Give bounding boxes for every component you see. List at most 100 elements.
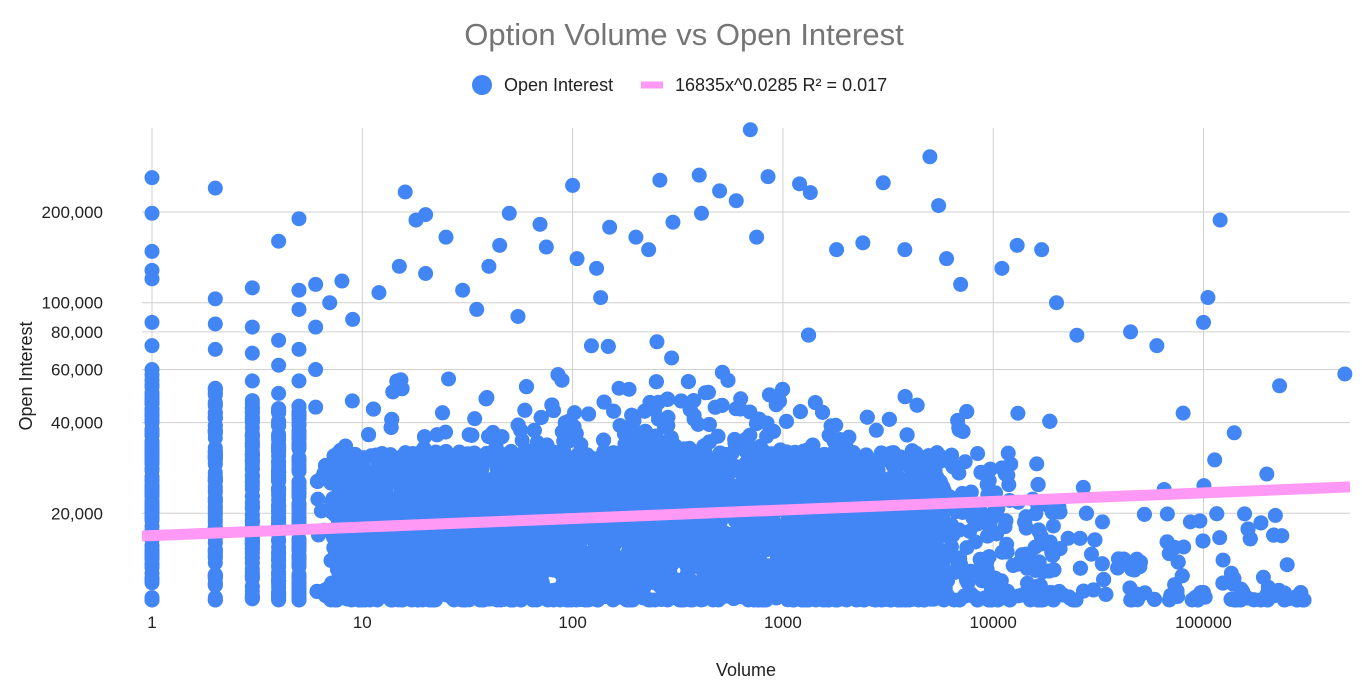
data-point (838, 434, 854, 450)
data-point (994, 260, 1010, 276)
data-point (271, 591, 287, 607)
data-point (271, 332, 287, 348)
data-point (742, 122, 758, 138)
data-point (1146, 591, 1162, 607)
data-point (207, 180, 223, 196)
data-point (974, 573, 990, 589)
data-point (271, 566, 287, 582)
data-point (418, 207, 434, 223)
data-point (931, 198, 947, 214)
data-point (951, 420, 967, 436)
data-point (660, 391, 676, 407)
data-point (698, 437, 714, 453)
legend: Open Interest 16835x^0.0285 R² = 0.017 (472, 75, 887, 95)
data-point (1046, 562, 1062, 578)
data-point (361, 427, 377, 443)
data-point (429, 427, 445, 443)
data-point (775, 381, 791, 397)
data-point (792, 404, 808, 420)
data-point (207, 386, 223, 402)
data-point (693, 205, 709, 221)
data-point (291, 568, 307, 584)
data-point (271, 385, 287, 401)
data-point (1175, 405, 1191, 421)
data-point (1267, 507, 1283, 523)
data-point (1124, 561, 1140, 577)
data-point (271, 443, 287, 459)
data-point (989, 526, 1005, 542)
data-point (859, 409, 875, 425)
data-point (492, 237, 508, 253)
data-point (1259, 466, 1275, 482)
data-point (510, 308, 526, 324)
data-point (455, 282, 471, 298)
data-point (467, 411, 483, 427)
data-point (207, 291, 223, 307)
data-point (1212, 530, 1228, 546)
data-point (308, 276, 324, 292)
data-point (308, 319, 324, 335)
data-point (1017, 514, 1033, 530)
data-point (1159, 534, 1175, 550)
data-point (1078, 505, 1094, 521)
data-point (652, 172, 668, 188)
data-point (271, 403, 287, 419)
data-point (207, 592, 223, 608)
data-point (144, 338, 160, 354)
data-point (1045, 518, 1061, 534)
data-point (970, 446, 986, 462)
data-point (1049, 295, 1065, 311)
data-point (1266, 527, 1282, 543)
data-point (1149, 338, 1165, 354)
data-point (244, 319, 260, 335)
data-point (1174, 568, 1190, 584)
data-point (244, 439, 260, 455)
data-point (897, 242, 913, 258)
data-point (144, 447, 160, 463)
data-point (244, 583, 260, 599)
data-point (1237, 506, 1253, 522)
data-point (244, 345, 260, 361)
data-point (823, 418, 839, 434)
data-point (987, 570, 1003, 586)
data-point (1072, 560, 1088, 576)
data-point (308, 399, 324, 415)
data-point (1276, 585, 1292, 601)
data-point (1255, 569, 1271, 585)
data-point (953, 276, 969, 292)
data-point (371, 285, 387, 301)
data-point (1094, 514, 1110, 530)
legend-marker-open-interest (472, 75, 492, 95)
data-point (271, 233, 287, 249)
data-point (207, 316, 223, 332)
data-point (977, 466, 993, 482)
data-point (441, 371, 457, 387)
data-point (657, 419, 673, 435)
data-point (478, 391, 494, 407)
data-point (691, 167, 707, 183)
data-point (244, 373, 260, 389)
data-point (144, 377, 160, 393)
data-point (922, 149, 938, 165)
data-point (1200, 290, 1216, 306)
data-point (291, 540, 307, 556)
data-point (875, 175, 891, 191)
data-point (207, 470, 223, 486)
data-point (714, 397, 730, 413)
data-point (593, 290, 609, 306)
data-point (700, 384, 716, 400)
data-point (946, 549, 962, 565)
data-point (144, 565, 160, 581)
data-point (244, 546, 260, 562)
data-point (1030, 477, 1046, 493)
data-point (1192, 513, 1208, 529)
data-point (345, 311, 361, 327)
data-point (701, 416, 717, 432)
data-point (291, 423, 307, 439)
data-point (957, 454, 973, 470)
data-point (909, 397, 925, 413)
data-point (969, 516, 985, 532)
data-point (309, 583, 325, 599)
data-point (144, 388, 160, 404)
data-point (271, 544, 287, 560)
